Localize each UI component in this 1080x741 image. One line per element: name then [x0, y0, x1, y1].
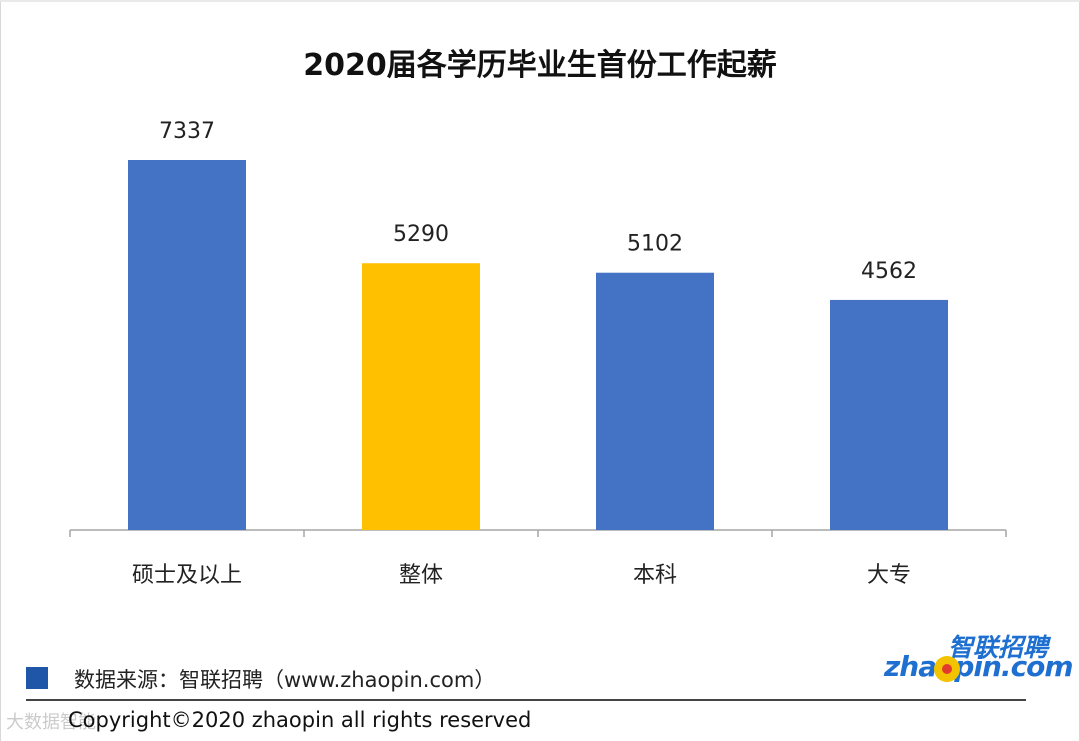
top-divider — [0, 0, 1080, 2]
bar-value-label: 4562 — [861, 259, 917, 284]
logo-en-text: zhaopin.com — [884, 650, 1074, 683]
x-tick-label: 硕士及以上 — [132, 563, 242, 588]
bar-value-label: 7337 — [159, 119, 215, 144]
x-tick-label: 大专 — [867, 563, 911, 588]
chart-title: 2020届各学历毕业生首份工作起薪 — [303, 48, 777, 83]
copyright-text: Copyright©2020 zhaopin all rights reserv… — [68, 708, 532, 732]
bar-1 — [128, 160, 246, 530]
x-tick-label: 整体 — [399, 563, 443, 588]
zhaopin-logo: 智联招聘 zhaopin.com — [878, 626, 1074, 698]
bar-3 — [596, 272, 714, 530]
bar-value-label: 5290 — [393, 222, 449, 247]
logo-dot-icon — [934, 656, 960, 682]
x-tick-label: 本科 — [633, 563, 677, 588]
source-text: 数据来源：智联招聘（www.zhaopin.com） — [74, 668, 496, 692]
watermark: 大数据智能 — [6, 712, 96, 733]
bar-value-label: 5102 — [627, 232, 683, 257]
bar-4 — [830, 299, 948, 530]
legend-swatch — [26, 667, 48, 689]
footer-divider — [26, 699, 1026, 701]
logo-cn-text: 智联招聘 — [948, 633, 1049, 662]
bar-2 — [362, 263, 480, 530]
